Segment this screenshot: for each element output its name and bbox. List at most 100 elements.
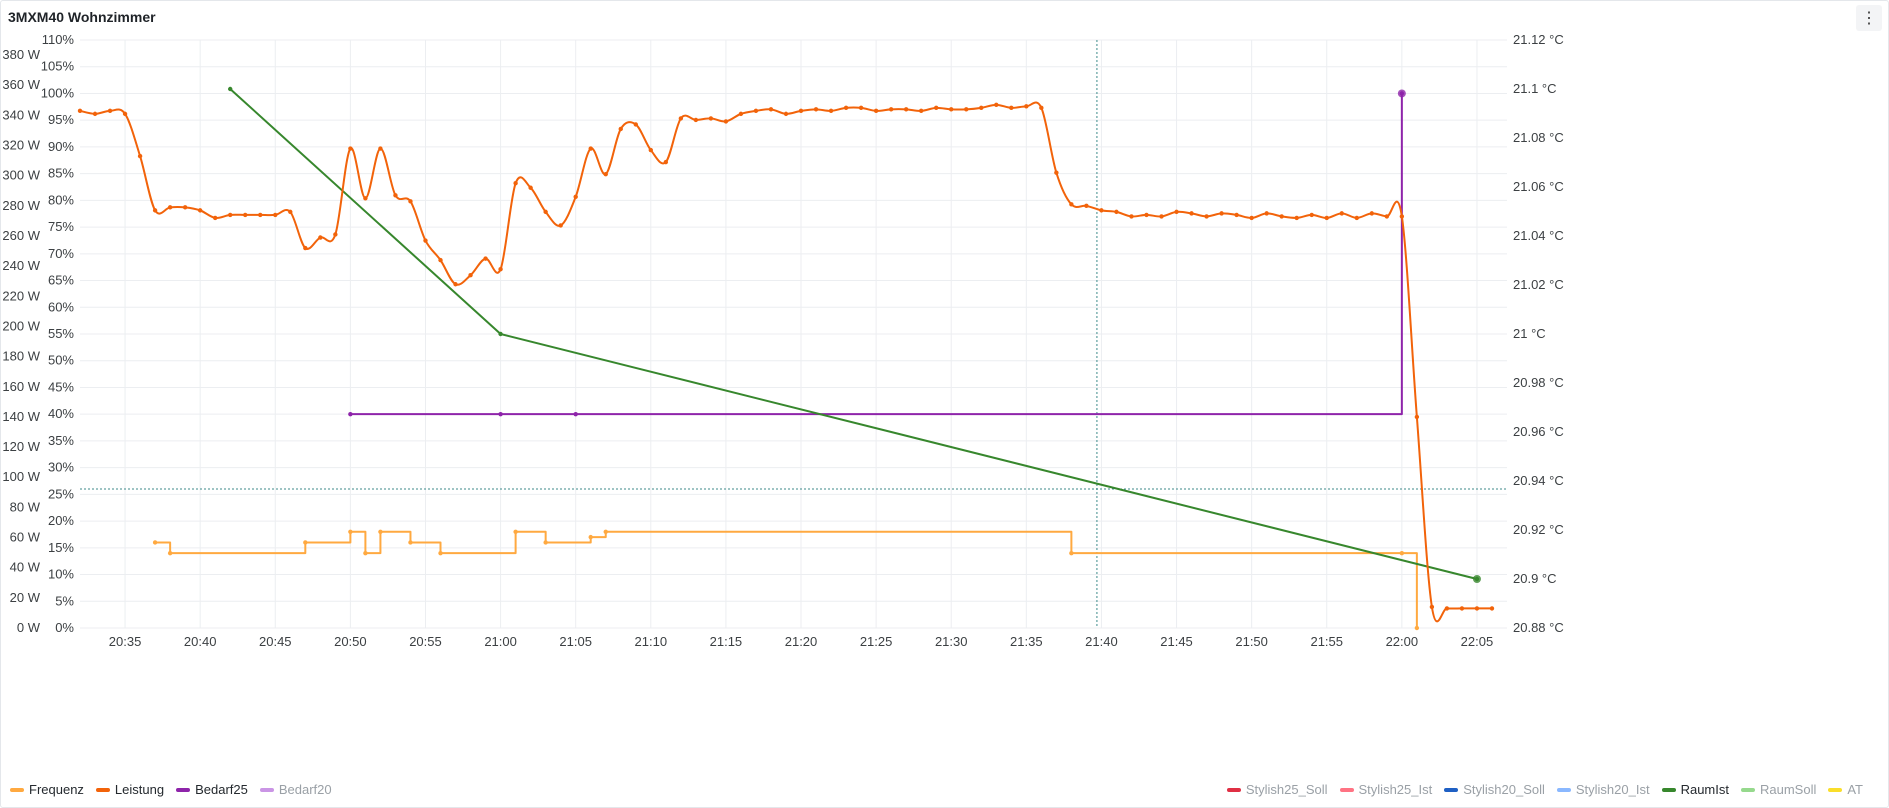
data-point-leistung [1474, 606, 1480, 611]
legend-label: AT [1847, 782, 1863, 797]
legend-label: Bedarf20 [278, 782, 332, 797]
data-point-leistung [1459, 606, 1465, 611]
data-point-leistung [783, 111, 789, 117]
data-point-leistung [693, 117, 699, 123]
data-point-leistung [979, 105, 984, 111]
data-point-leistung [167, 205, 173, 210]
data-point-leistung [1144, 212, 1149, 218]
data-point-frequenz [588, 534, 593, 540]
data-point-leistung [618, 126, 623, 132]
legend-swatch-icon [1740, 787, 1755, 792]
y-percent-tick-label: 95% [48, 112, 74, 127]
y-temp-tick-label: 21 °C [1513, 326, 1546, 341]
data-point-leistung [768, 107, 774, 112]
data-point-leistung [137, 153, 143, 159]
series-line-frequenz [155, 530, 1418, 628]
data-point-leistung [1339, 211, 1344, 216]
data-point-leistung [1024, 104, 1029, 109]
data-point-leistung [1264, 211, 1269, 216]
data-point-leistung [918, 108, 924, 114]
data-point-leistung [1129, 214, 1134, 219]
data-point-leistung [438, 257, 443, 263]
legend-item-frequenz[interactable]: Frequenz [10, 782, 84, 797]
data-point-leistung [1039, 105, 1044, 111]
data-point-leistung [528, 185, 533, 190]
data-point-leistung [1159, 214, 1164, 219]
data-point-leistung [378, 146, 383, 151]
y-axis-percent: 0% 5% 10% 15% 20% 25% 30% 35% 40% 45% 50% 55% 60% 65%… [41, 34, 75, 635]
x-tick-label: 21:50 [1235, 634, 1268, 649]
y-percent-tick-label: 85% [48, 166, 74, 181]
legend-item-bedarf20[interactable]: Bedarf20 [259, 782, 332, 797]
x-tick-label: 21:20 [785, 634, 818, 649]
data-point-leistung [1324, 215, 1329, 221]
data-point-leistung [813, 107, 819, 112]
data-point-leistung [243, 212, 248, 218]
x-tick-label: 20:45 [259, 634, 292, 649]
legend-item-leistung[interactable]: Leistung [95, 782, 164, 797]
data-point-leistung [273, 212, 278, 218]
legend-item-at[interactable]: AT [1828, 782, 1863, 797]
x-tick-label: 22:00 [1386, 634, 1419, 649]
data-point-leistung [964, 107, 969, 112]
data-point-leistung [708, 116, 714, 121]
y-watt-tick-label: 260 W [2, 228, 40, 243]
x-tick-label: 21:05 [559, 634, 592, 649]
data-point-bedarf25 [573, 411, 578, 417]
legend-item-stylish25_ist[interactable]: Stylish25_Ist [1339, 782, 1432, 797]
data-point-leistung [828, 108, 834, 114]
legend-item-raumist[interactable]: RaumIst [1661, 782, 1729, 797]
data-point-leistung [468, 273, 473, 278]
time-series-chart[interactable]: 0 W 20 W 40 W 60 W 80 W 100 W 120 W 140 W 160 W 1… [0, 34, 1889, 782]
y-watt-tick-label: 120 W [2, 439, 40, 454]
data-point-leistung [1309, 212, 1314, 218]
data-point-leistung [363, 196, 368, 201]
data-point-leistung [753, 108, 759, 114]
data-point-leistung [1384, 214, 1390, 219]
y-watt-tick-label: 20 W [10, 590, 41, 605]
y-percent-tick-label: 90% [48, 139, 74, 154]
legend-label: Bedarf25 [195, 782, 248, 797]
y-watt-tick-label: 300 W [2, 168, 40, 183]
data-point-frequenz [513, 529, 518, 534]
data-point-leistung [1369, 211, 1375, 216]
legend-item-stylish25_soll[interactable]: Stylish25_Soll [1226, 782, 1328, 797]
data-point-leistung [1279, 214, 1284, 219]
data-point-leistung [408, 199, 413, 204]
data-point-leistung [858, 105, 864, 111]
plot-area[interactable] [77, 40, 1507, 631]
data-point-bedarf25 [348, 411, 353, 417]
data-point-frequenz [603, 529, 608, 534]
legend-swatch-icon [1226, 787, 1241, 792]
data-point-leistung [843, 105, 849, 111]
y-percent-tick-label: 0% [55, 620, 74, 635]
y-temp-tick-label: 21.04 °C [1513, 228, 1564, 243]
y-watt-tick-label: 220 W [2, 288, 40, 303]
legend-swatch-icon [176, 787, 191, 792]
x-axis-time: 20:35 20:40 20:45 20:50 20:55 21:00 21:05 21:10… [109, 634, 1493, 649]
data-point-leistung [1084, 203, 1089, 209]
y-temp-tick-label: 21.12 °C [1513, 34, 1564, 47]
legend-label: RaumSoll [1759, 782, 1817, 797]
legend-item-stylish20_soll[interactable]: Stylish20_Soll [1444, 782, 1545, 797]
data-point-leistung [1099, 208, 1104, 213]
data-point-leistung [1249, 215, 1254, 221]
x-tick-label: 21:10 [635, 634, 668, 649]
panel-title[interactable]: 3MXM40 Wohnzimmer [8, 9, 156, 25]
data-point-leistung [738, 111, 744, 117]
data-point-leistung [107, 108, 113, 114]
kebab-menu-icon[interactable]: ⋮ [1856, 5, 1882, 31]
data-point-leistung [453, 282, 458, 287]
y-percent-tick-label: 75% [48, 219, 74, 234]
y-temp-tick-label: 21.08 °C [1513, 130, 1564, 145]
series-line-leistung [79, 101, 1492, 623]
y-percent-tick-label: 5% [55, 593, 74, 608]
y-percent-tick-label: 70% [48, 246, 74, 261]
legend-item-bedarf25[interactable]: Bedarf25 [176, 782, 248, 797]
legend-item-raumsoll[interactable]: RaumSoll [1740, 782, 1817, 797]
legend-item-stylish20_ist[interactable]: Stylish20_Ist [1556, 782, 1650, 797]
y-watt-tick-label: 360 W [2, 77, 40, 92]
data-point-frequenz [152, 540, 158, 545]
data-point-leistung [949, 107, 954, 112]
data-point-leistung [573, 194, 578, 199]
